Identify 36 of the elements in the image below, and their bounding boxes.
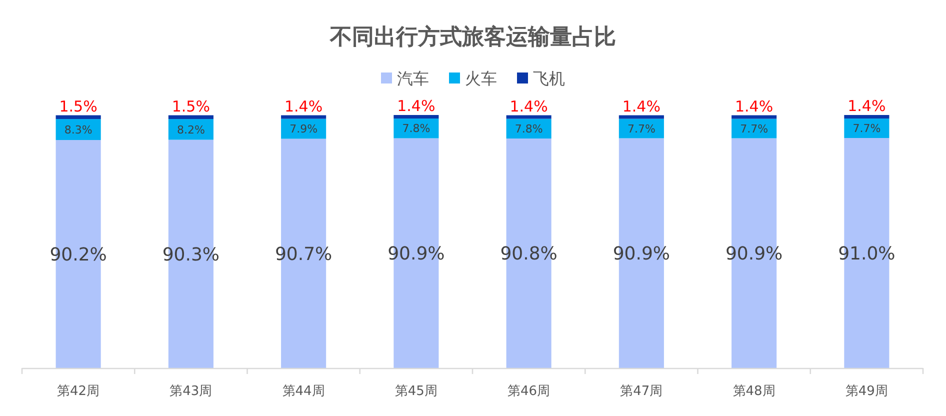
data-label: 1.4% bbox=[510, 97, 548, 116]
data-label: 90.2% bbox=[50, 244, 107, 266]
data-label: 1.4% bbox=[397, 97, 436, 115]
data-label: 7.7% bbox=[852, 122, 881, 136]
x-tick-label: 第48周 bbox=[732, 384, 776, 399]
x-tick-label: 第44周 bbox=[282, 384, 325, 399]
legend-label: 汽车 bbox=[397, 69, 429, 88]
x-tick-label: 第46周 bbox=[508, 384, 550, 399]
data-label: 7.9% bbox=[290, 122, 318, 136]
legend-label: 火车 bbox=[465, 69, 497, 88]
x-tick-label: 第49周 bbox=[845, 384, 888, 399]
data-label: 1.5% bbox=[59, 97, 98, 116]
data-label: 7.7% bbox=[740, 122, 768, 136]
data-label: 7.8% bbox=[402, 122, 430, 136]
data-label: 1.5% bbox=[172, 97, 210, 116]
legend-label: 飞机 bbox=[533, 69, 565, 88]
data-label: 1.4% bbox=[848, 97, 886, 115]
data-label: 90.3% bbox=[162, 244, 220, 266]
data-label: 90.9% bbox=[725, 244, 783, 265]
x-tick-label: 第42周 bbox=[57, 384, 100, 399]
data-label: 90.7% bbox=[274, 244, 332, 265]
data-label: 8.3% bbox=[64, 123, 92, 136]
title: 不同出行方式旅客运输量占比 bbox=[330, 25, 616, 50]
x-tick-label: 第47周 bbox=[620, 384, 663, 399]
data-label: 7.7% bbox=[627, 122, 656, 136]
data-label: 91.0% bbox=[838, 243, 896, 264]
data-label: 90.9% bbox=[388, 244, 445, 265]
data-label: 1.4% bbox=[284, 97, 323, 116]
data-label: 90.8% bbox=[500, 244, 558, 265]
data-label: 8.2% bbox=[176, 123, 205, 136]
data-label: 1.4% bbox=[622, 97, 660, 116]
x-tick-label: 第43周 bbox=[170, 384, 212, 399]
data-label: 90.9% bbox=[612, 244, 670, 265]
data-label: 1.4% bbox=[735, 97, 774, 116]
data-label: 7.8% bbox=[514, 122, 543, 136]
x-tick-label: 第45周 bbox=[394, 384, 438, 399]
